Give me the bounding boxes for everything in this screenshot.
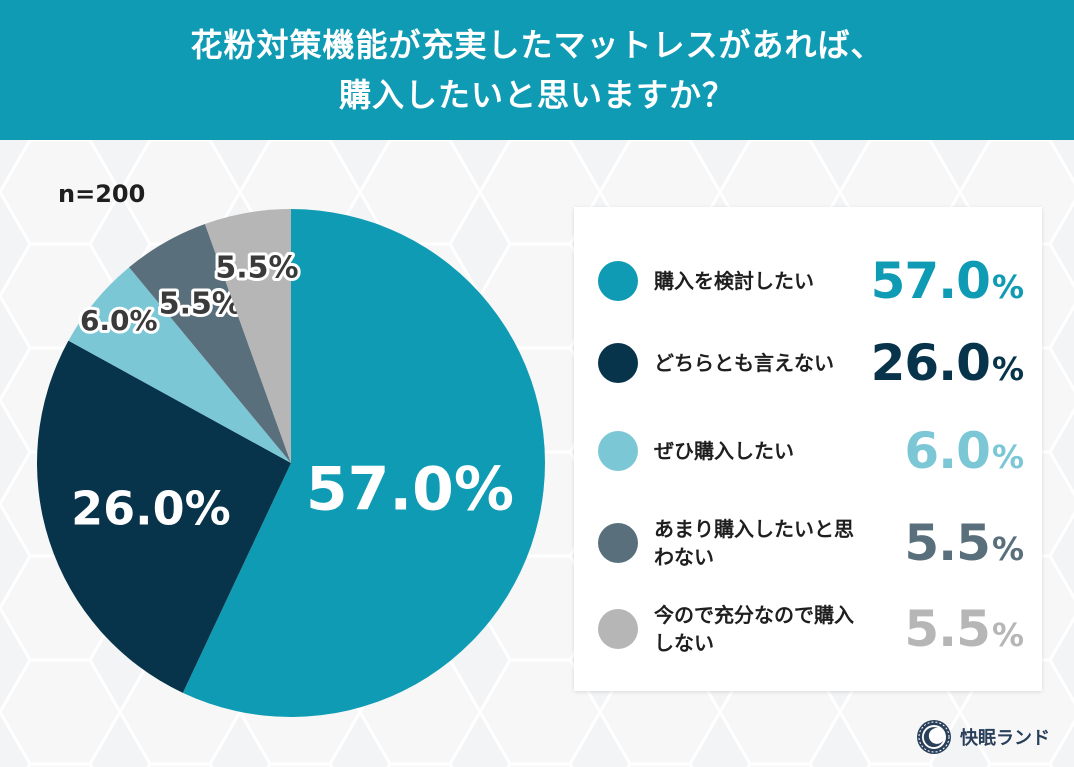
pie-slice-1	[182, 209, 546, 717]
legend-value-number-3: 6.0	[904, 422, 991, 480]
legend-value-3: 6.0%	[904, 422, 1024, 480]
legend-value-number-1: 57.0	[870, 252, 991, 310]
legend-item-1: 購入を検討したい 57.0%	[574, 237, 1042, 325]
legend-value-unit-5: %	[991, 616, 1024, 654]
legend-value-4: 5.5%	[904, 514, 1024, 572]
sample-size-label: n=200	[58, 180, 146, 208]
pie-slice-label-5: 5.5%	[215, 250, 298, 285]
legend-value-5: 5.5%	[904, 600, 1024, 658]
legend-label-5: 今ので充分なので購入しない	[654, 603, 854, 655]
legend-item-2: どちらとも言えない 26.0%	[574, 319, 1042, 407]
legend-marker-3	[598, 431, 638, 471]
legend-marker-5	[598, 609, 638, 649]
pie-slice-label-3: 6.0%	[80, 304, 158, 337]
brand-logo: 快眠ランド	[916, 719, 1050, 755]
title-line-1: 花粉対策機能が充実したマットレスがあれば、	[190, 26, 884, 64]
legend-value-unit-3: %	[991, 438, 1024, 476]
pie-chart: 57.0%26.0%6.0% 5.5%5.5%	[37, 209, 546, 717]
legend-item-5: 今ので充分なので購入しない 5.5%	[574, 585, 1042, 673]
legend-value-unit-1: %	[991, 268, 1024, 306]
legend-marker-1	[598, 261, 638, 301]
chart-legend: 購入を検討したい 57.0% どちらとも言えない 26.0% ぜひ購入したい 6…	[574, 207, 1042, 691]
legend-label-1: 購入を検討したい	[654, 269, 814, 293]
legend-value-number-4: 5.5	[904, 514, 991, 572]
pie-slice-3	[68, 267, 291, 463]
legend-marker-4	[598, 523, 638, 563]
legend-marker-2	[598, 343, 638, 383]
legend-label-3: ぜひ購入したい	[654, 439, 794, 463]
legend-item-3: ぜひ購入したい 6.0%	[574, 407, 1042, 495]
legend-value-2: 26.0%	[871, 334, 1024, 392]
legend-value-unit-4: %	[991, 530, 1024, 568]
sleeping-moon-logo-icon	[917, 720, 951, 754]
legend-value-number-2: 26.0	[870, 334, 991, 392]
legend-value-number-5: 5.5	[904, 600, 991, 658]
pie-slice-2	[37, 340, 291, 693]
legend-label-4: あまり購入したいと思わない	[654, 517, 854, 569]
legend-value-unit-2: %	[991, 350, 1024, 388]
pie-slice-label-1: 57.0%	[306, 455, 514, 525]
legend-item-4: あまり購入したいと思わない 5.5%	[574, 499, 1042, 587]
legend-label-2: どちらとも言えない	[654, 351, 834, 375]
title-line-2: 購入したいと思いますか？	[338, 76, 735, 114]
legend-value-1: 57.0%	[871, 252, 1024, 310]
pie-slice-4	[129, 224, 291, 463]
header-banner: 花粉対策機能が充実したマットレスがあれば、 購入したいと思いますか？	[0, 0, 1074, 140]
pie-slice-label-4: 5.5%	[159, 287, 242, 322]
pie-slice-label-2: 26.0%	[71, 482, 231, 536]
pie-slice-5	[204, 209, 291, 463]
brand-name: 快眠ランド	[960, 728, 1050, 749]
